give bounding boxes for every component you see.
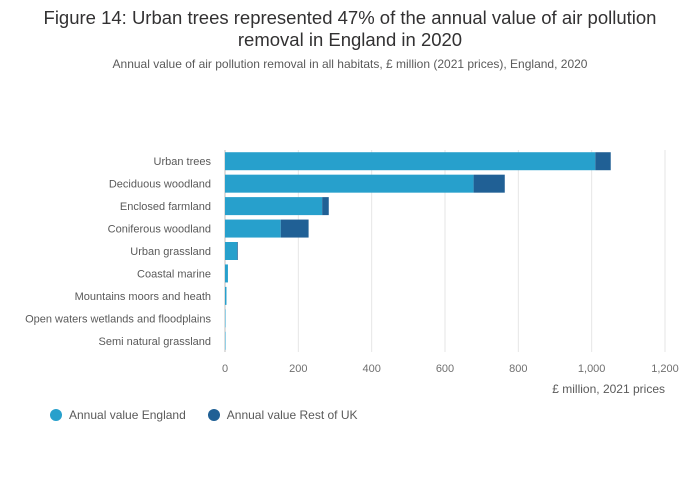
chart-title: Figure 14: Urban trees represented 47% o… xyxy=(0,7,700,51)
bar-england xyxy=(225,174,474,193)
bar-rest-of-uk xyxy=(322,197,329,216)
x-tick-label: 400 xyxy=(362,363,380,375)
chart-title-line-2: removal in England in 2020 xyxy=(237,29,463,50)
bar-rest-of-uk xyxy=(280,219,309,238)
x-tick-label: 800 xyxy=(509,363,527,375)
y-tick-label: Coastal marine xyxy=(137,268,211,280)
legend: Annual value England Annual value Rest o… xyxy=(50,408,358,422)
legend-item-rest-of-uk[interactable]: Annual value Rest of UK xyxy=(207,408,358,422)
legend-item-england[interactable]: Annual value England xyxy=(50,408,186,422)
y-tick-label: Enclosed farmland xyxy=(120,201,211,213)
legend-swatch-rest-of-uk xyxy=(207,409,220,421)
legend-label-rest-of-uk: Annual value Rest of UK xyxy=(226,408,358,422)
legend-swatch-england xyxy=(50,409,62,421)
x-tick-label: 1,000 xyxy=(578,363,606,375)
y-tick-label: Coniferous woodland xyxy=(108,224,211,236)
chart-title-line-1: Figure 14: Urban trees represented 47% o… xyxy=(43,7,657,28)
x-tick-label: 200 xyxy=(289,363,307,375)
bar-england xyxy=(225,264,228,283)
chart-subtitle: Annual value of air pollution removal in… xyxy=(112,57,588,71)
legend-label-england: Annual value England xyxy=(69,408,186,422)
y-tick-label: Mountains moors and heath xyxy=(75,291,211,303)
y-tick-label: Deciduous woodland xyxy=(109,179,211,191)
bar-england xyxy=(225,219,281,238)
bar-england xyxy=(225,309,226,328)
x-tick-label: 0 xyxy=(222,363,228,375)
y-tick-label: Semi natural grassland xyxy=(98,336,211,348)
x-tick-label: 1,200 xyxy=(651,363,679,375)
bar-rest-of-uk xyxy=(473,174,505,193)
bar-england xyxy=(225,197,323,216)
bar-england xyxy=(225,242,238,260)
bar-rest-of-uk xyxy=(237,242,238,260)
bar-rest-of-uk xyxy=(595,152,611,171)
bar-england xyxy=(225,286,227,305)
bar-england xyxy=(225,152,596,171)
x-axis-label: £ million, 2021 prices xyxy=(552,382,665,396)
y-tick-label: Open waters wetlands and floodplains xyxy=(25,313,211,325)
y-tick-label: Urban grassland xyxy=(130,246,211,258)
bar-england xyxy=(225,331,226,350)
y-tick-label: Urban trees xyxy=(154,156,212,168)
x-tick-label: 600 xyxy=(436,363,454,375)
